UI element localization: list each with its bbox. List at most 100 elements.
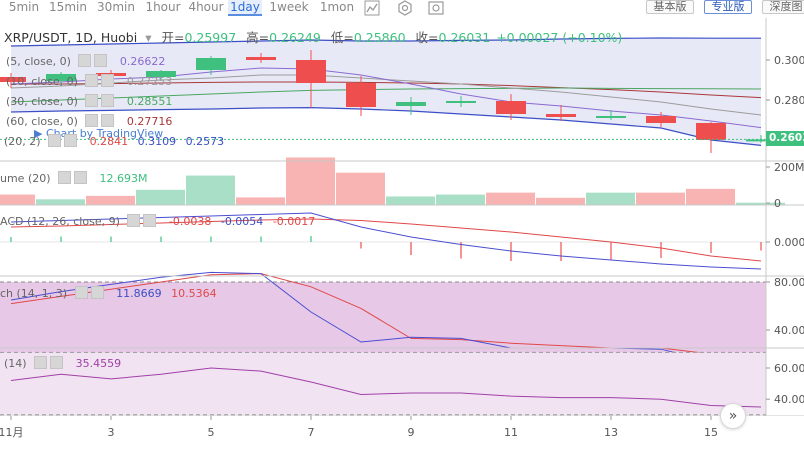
current-price-tag: 0.2603 — [766, 131, 804, 146]
volume-bar — [186, 175, 235, 205]
stoch-k-line — [10, 271, 762, 365]
close-icon[interactable] — [143, 214, 157, 227]
volume-bar — [136, 189, 185, 205]
volume-bar — [686, 188, 735, 205]
date-tick-label: 7 — [308, 426, 315, 439]
ma30-value: 0.28551 — [126, 95, 173, 108]
basic-version-button[interactable]: 基本版 — [646, 0, 694, 14]
macd-legend[interactable]: ACD (12, 26, close, 9) -0.0038 -0.0054 -… — [0, 214, 315, 229]
ma60-line — [11, 81, 762, 99]
volume-legend[interactable]: ume (20) 12.693M — [0, 171, 148, 186]
candlestick-chart[interactable]: 0.300 0.280 200M 0 0.000 80.00 40.00 60.00 40.00… — [0, 18, 804, 456]
bb-lower-value: 0.2573 — [185, 135, 225, 148]
volume-bar — [386, 196, 435, 205]
interval-5min[interactable]: 5min — [8, 0, 40, 14]
close-icon[interactable] — [101, 74, 115, 87]
stoch-legend[interactable]: ch (14, 1, 3) 11.8669 10.5364 — [0, 286, 217, 301]
ma10-legend[interactable]: (10, close, 0) 0.27253 — [6, 74, 172, 89]
rsi-legend[interactable]: (14) 35.4559 — [4, 356, 121, 371]
settings-icon[interactable] — [397, 0, 413, 16]
visibility-icon[interactable] — [85, 74, 99, 87]
interval-1mon[interactable]: 1mon — [319, 0, 355, 14]
depth-chart-button[interactable]: 深度图 — [762, 0, 804, 14]
stoch-k-value: 11.8669 — [116, 287, 162, 300]
macd-value: -0.0054 — [220, 215, 264, 228]
close-icon[interactable] — [90, 286, 104, 299]
visibility-icon[interactable] — [48, 134, 62, 147]
candle-down — [696, 123, 726, 140]
interval-1day[interactable]: 1day — [228, 0, 262, 16]
close-icon[interactable] — [101, 94, 115, 107]
visibility-icon[interactable] — [74, 286, 88, 299]
visibility-icon[interactable] — [127, 214, 141, 227]
candle-down — [0, 77, 26, 82]
close-icon[interactable] — [74, 171, 88, 184]
volume-bar — [236, 197, 285, 205]
high-label: 高 — [246, 30, 259, 45]
candle-up — [596, 116, 626, 118]
candle-up — [446, 101, 476, 103]
macd-label: ACD (12, 26, close, 9) — [0, 215, 120, 228]
candle-down — [546, 114, 576, 117]
candle-up — [146, 71, 176, 77]
price-tick-label: 0.300 — [774, 54, 804, 67]
interval-30min[interactable]: 30min — [97, 0, 135, 14]
interval-1hour[interactable]: 1hour — [145, 0, 181, 14]
close-icon[interactable] — [94, 54, 108, 67]
close-icon[interactable] — [101, 114, 115, 127]
stoch-label: ch (14, 1, 3) — [0, 287, 68, 300]
date-tick-label: 11月 — [0, 426, 24, 439]
price-tick-label: 0.280 — [774, 94, 804, 107]
collapse-arrow-icon[interactable]: ▾ — [145, 30, 152, 45]
macd-hist-value: -0.0038 — [168, 215, 212, 228]
rsi-tick-label: 40.00 — [774, 393, 804, 406]
rsi-label: (14) — [4, 357, 27, 370]
visibility-icon[interactable] — [34, 356, 48, 369]
interval-1week[interactable]: 1week — [269, 0, 309, 14]
candle-up — [196, 58, 226, 70]
volume-bar — [586, 192, 635, 205]
macd-tick-label: 0.000 — [774, 236, 804, 249]
stoch-tick-label: 40.00 — [774, 324, 804, 337]
volume-label: ume (20) — [0, 172, 51, 185]
ma5-label: (5, close, 0) — [6, 55, 71, 68]
open-value: 0.25997 — [184, 30, 237, 45]
indicator-icon[interactable] — [364, 0, 380, 16]
visibility-icon[interactable] — [78, 54, 92, 67]
visibility-icon[interactable] — [85, 114, 99, 127]
visibility-icon[interactable] — [85, 94, 99, 107]
high-value: 0.26249 — [269, 30, 321, 45]
ma60-legend[interactable]: (60, close, 0) 0.27716 — [6, 114, 172, 129]
candle-down — [646, 116, 676, 123]
interval-15min[interactable]: 15min — [49, 0, 87, 14]
scroll-to-latest-button[interactable]: » — [720, 403, 746, 429]
ma60-value: 0.27716 — [126, 115, 173, 128]
ma10-label: (10, close, 0) — [6, 75, 78, 88]
volume-bar — [336, 172, 385, 205]
ma30-line — [10, 87, 762, 103]
candle-up — [46, 74, 76, 81]
ma5-legend[interactable]: (5, close, 0) 0.26622 — [6, 54, 165, 69]
bb-legend[interactable]: (20, 2) 0.2841 0.3109 0.2573 — [4, 134, 224, 149]
bb-upper-value: 0.3109 — [137, 135, 177, 148]
rsi-line — [10, 367, 762, 408]
volume-bar — [0, 194, 35, 205]
rsi-value: 35.4559 — [75, 357, 122, 370]
interval-4hour[interactable]: 4hour — [188, 0, 224, 14]
date-axis-bg — [0, 416, 804, 456]
close-icon[interactable] — [50, 356, 64, 369]
visibility-icon[interactable] — [58, 171, 72, 184]
symbol-line: XRP/USDT, 1D, Huobi — [4, 30, 138, 45]
chart-area[interactable]: 0.300 0.280 200M 0 0.000 80.00 40.00 60.00 40.00… — [0, 18, 804, 456]
volume-bar — [536, 197, 585, 205]
close-icon[interactable] — [64, 134, 78, 147]
screenshot-icon[interactable] — [428, 0, 444, 16]
close-label: 收 — [415, 30, 429, 45]
volume-tick-label: 200M — [774, 161, 804, 174]
bb-basis-value: 0.2841 — [89, 135, 129, 148]
ma5-line — [10, 67, 762, 129]
pro-version-button[interactable]: 专业版 — [704, 0, 752, 14]
change-value: +0.00027 (+0.10%) — [496, 30, 623, 45]
bb-label: (20, 2) — [4, 135, 41, 148]
ma30-legend[interactable]: (30, close, 0) 0.28551 — [6, 94, 172, 109]
